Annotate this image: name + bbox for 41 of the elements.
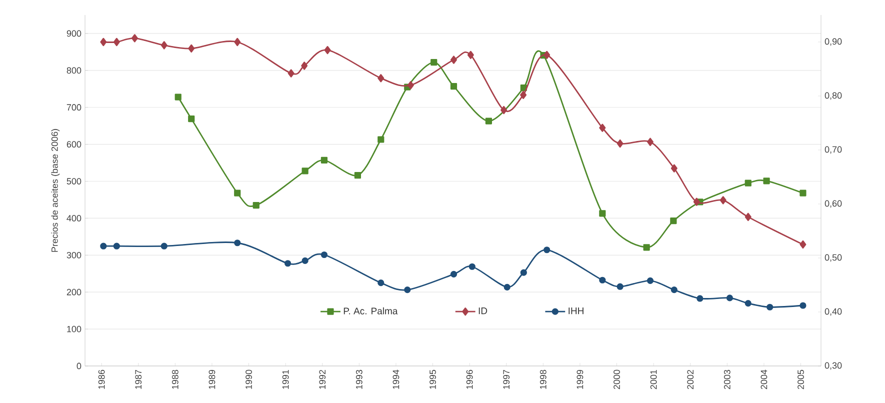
x-tick-label: 2005 bbox=[798, 370, 804, 390]
y2-tick-label: 0,70 bbox=[824, 146, 842, 154]
x-tick-label: 1988 bbox=[172, 370, 178, 389]
x-tick-label: 1991 bbox=[282, 370, 289, 389]
y-axis-title: Precios de aceites (base 2006) bbox=[51, 129, 60, 252]
x-tick-label: 1986 bbox=[98, 370, 105, 389]
x-tick-label: 1989 bbox=[208, 370, 216, 389]
x-tick-label: 1987 bbox=[135, 370, 142, 389]
x-tick-label: 2000 bbox=[614, 370, 620, 390]
x-tick-label: 1997 bbox=[503, 370, 510, 389]
x-tick-label: 2002 bbox=[687, 370, 694, 390]
x-tick-label: 1996 bbox=[466, 370, 473, 389]
x-tick-label: 1998 bbox=[540, 370, 546, 389]
x-tick-label: 1999 bbox=[576, 370, 584, 389]
x-tick-label: 1990 bbox=[246, 370, 252, 389]
y-tick-label: 400 bbox=[66, 215, 82, 222]
y-tick-label: 0 bbox=[76, 362, 82, 370]
y2-tick-label: 0,30 bbox=[824, 362, 842, 370]
x-tick-label: 1994 bbox=[392, 370, 400, 389]
y-tick-label: 100 bbox=[67, 326, 82, 332]
legend-label: IHH bbox=[568, 308, 584, 314]
y-tick-label: 500 bbox=[66, 178, 82, 184]
legend-label: P. Ac. Palma bbox=[344, 307, 398, 314]
y-tick-label: 300 bbox=[66, 252, 82, 258]
y-tick-label: 600 bbox=[66, 141, 82, 148]
y2-tick-label: 0,60 bbox=[824, 200, 842, 208]
x-tick-label: 1992 bbox=[319, 370, 326, 389]
y2-tick-label: 0,90 bbox=[824, 38, 842, 46]
x-tick-label: 2004 bbox=[760, 370, 768, 390]
y2-tick-label: 0,50 bbox=[824, 254, 842, 262]
y-tick-label: 200 bbox=[66, 288, 82, 296]
x-tick-label: 1995 bbox=[430, 370, 436, 389]
x-tick-label: 2001 bbox=[650, 370, 657, 390]
y-tick-label: 800 bbox=[66, 67, 82, 74]
y-tick-label: 900 bbox=[66, 30, 82, 37]
legend-label: ID bbox=[478, 308, 488, 314]
y-tick-label: 700 bbox=[66, 104, 82, 111]
y2-tick-label: 0,80 bbox=[824, 92, 842, 100]
y2-tick-label: 0,40 bbox=[824, 308, 842, 316]
x-tick-label: 2003 bbox=[724, 370, 730, 390]
x-tick-label: 1993 bbox=[356, 370, 362, 389]
